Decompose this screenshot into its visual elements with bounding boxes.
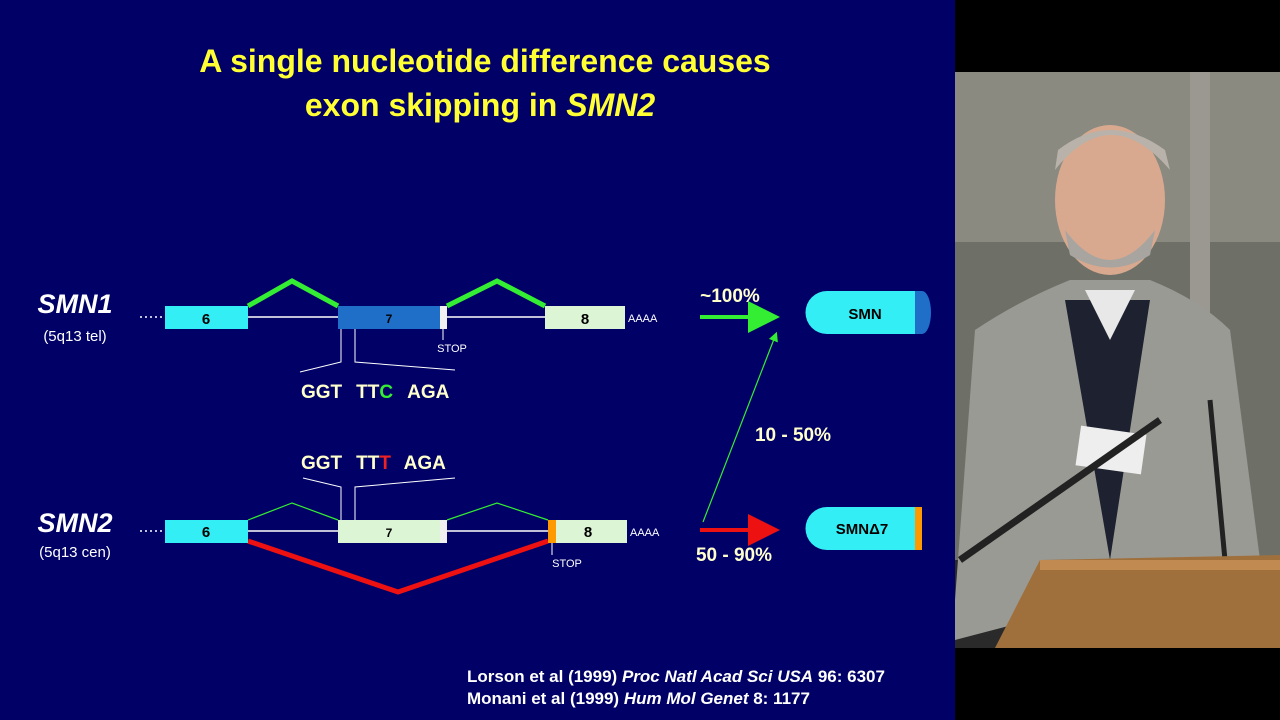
reference: Lorson et al (1999) Proc Natl Acad Sci U…	[467, 667, 885, 686]
percent-label: 50 - 90%	[696, 545, 772, 566]
stop-label: STOP	[437, 343, 467, 355]
gene-name: SMN2	[37, 508, 112, 538]
ref-journal: Proc Natl Acad Sci USA	[622, 667, 813, 686]
bracket	[302, 477, 342, 520]
stop-codon	[548, 520, 556, 543]
exon-label: 7	[386, 526, 393, 540]
stop-label: STOP	[552, 558, 582, 570]
codons: GGT TTC AGA	[301, 382, 450, 403]
exon-label: 6	[202, 311, 210, 328]
polya: AAAA	[630, 527, 660, 539]
speaker-video	[955, 72, 1280, 648]
exon-label: 6	[202, 524, 210, 541]
codon-variant: T	[379, 453, 391, 474]
codon: AGA	[404, 453, 447, 474]
ref-authors: Monani et al (1999)	[467, 689, 624, 708]
splice-skip	[247, 538, 549, 595]
codon: AGA	[407, 382, 450, 403]
splice-minor	[446, 502, 549, 521]
exon	[545, 306, 625, 329]
exon	[556, 520, 627, 543]
protein-label: SMNΔ7	[836, 521, 888, 538]
exon	[338, 306, 440, 329]
bracket	[354, 477, 456, 520]
codon: GGT	[301, 382, 343, 403]
codons: GGT TTT AGA	[301, 453, 446, 474]
splice-minor	[247, 502, 339, 521]
protein-end	[915, 507, 922, 550]
reference: Monani et al (1999) Hum Mol Genet 8: 117…	[467, 689, 810, 708]
ref-authors: Lorson et al (1999)	[467, 667, 622, 686]
ref-journal: Hum Mol Genet	[624, 689, 750, 708]
ref-cite: 8: 1177	[749, 689, 810, 708]
title-text: exon skipping in	[305, 87, 566, 123]
protein-skipped	[805, 507, 915, 550]
exon-tail	[440, 306, 447, 329]
exon	[165, 520, 248, 543]
gene-name: SMN1	[37, 289, 112, 319]
gene-locus: (5q13 tel)	[43, 328, 106, 345]
exon-tail	[440, 520, 447, 543]
percent-label: ~100%	[700, 286, 760, 307]
splice	[246, 278, 340, 309]
protein-label: SMN	[848, 306, 881, 323]
bracket	[354, 329, 456, 371]
codon: TT	[356, 453, 380, 474]
ref-cite: 96: 6307	[813, 667, 885, 686]
gene-locus: (5q13 cen)	[39, 544, 111, 561]
exon	[165, 306, 248, 329]
slide-background	[0, 0, 955, 720]
splice	[445, 278, 547, 309]
exon-label: 8	[584, 524, 592, 541]
arrow-minor	[702, 331, 778, 523]
codon: GGT	[301, 453, 343, 474]
protein-end	[915, 291, 931, 334]
codon-variant: C	[379, 382, 393, 403]
exon-label: 8	[581, 311, 589, 328]
title-line: A single nucleotide difference causes	[199, 43, 770, 79]
codon: TT	[356, 382, 380, 403]
bracket	[299, 329, 342, 373]
percent-label: 10 - 50%	[755, 425, 831, 446]
title-gene: SMN2	[566, 87, 655, 123]
exon-label: 7	[386, 312, 393, 326]
exon	[338, 520, 440, 543]
protein-full	[805, 291, 915, 334]
polya: AAAA	[628, 313, 658, 325]
title-line: exon skipping in SMN2	[305, 87, 655, 123]
